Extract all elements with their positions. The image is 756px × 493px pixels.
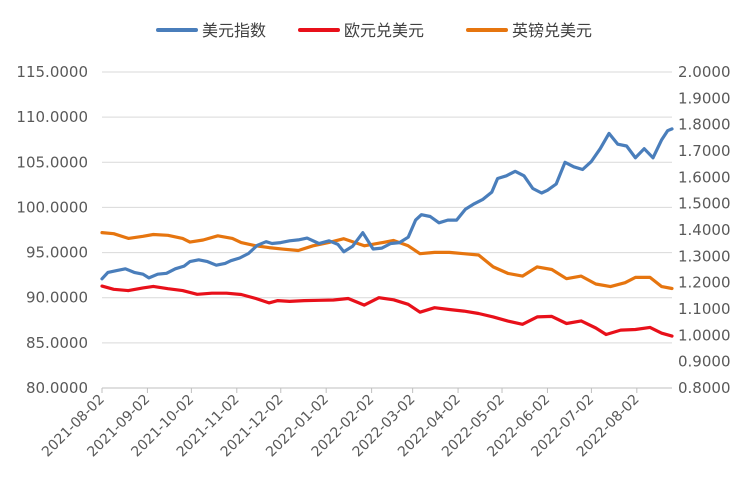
right-axis-tick-label: 1.1000: [678, 300, 731, 318]
left-axis: 80.0000 85.0000 90.0000 95.0000 100.0000 105.…: [16, 63, 88, 397]
legend: 美元指数 欧元兑美元 英镑兑美元: [156, 21, 592, 40]
right-axis-tick-label: 0.9000: [678, 353, 731, 371]
left-axis-tick-label: 85.0000: [26, 334, 88, 352]
series-layer: [100, 127, 674, 338]
left-axis-tick-label: 110.0000: [16, 108, 88, 126]
right-axis-tick-label: 1.5000: [678, 195, 731, 213]
right-axis-tick-label: 2.0000: [678, 63, 731, 81]
series-line-eurusd: [100, 284, 674, 338]
left-axis-tick-label: 105.0000: [16, 153, 88, 171]
legend-label-gbpusd: 英镑兑美元: [512, 21, 592, 40]
right-axis-tick-label: 1.6000: [678, 168, 731, 186]
right-axis-tick-label: 1.2000: [678, 274, 731, 292]
right-axis-tick-label: 0.8000: [678, 379, 731, 397]
legend-item-gbpusd[interactable]: 英镑兑美元: [466, 21, 592, 40]
x-axis: 2021-08-022021-09-022021-10-022021-11-02…: [39, 387, 672, 460]
legend-item-eurusd[interactable]: 欧元兑美元: [298, 21, 424, 40]
right-axis-tick-label: 1.9000: [678, 89, 731, 107]
right-axis-tick-label: 1.3000: [678, 247, 731, 265]
series-line-dxy: [100, 127, 674, 281]
legend-item-dxy[interactable]: 美元指数: [156, 21, 266, 40]
left-axis-tick-label: 100.0000: [16, 198, 88, 216]
left-axis-tick-label: 95.0000: [26, 244, 88, 262]
left-axis-tick-label: 80.0000: [26, 379, 88, 397]
gridlines: [102, 71, 672, 389]
left-axis-tick-label: 115.0000: [16, 63, 88, 81]
legend-label-eurusd: 欧元兑美元: [344, 21, 424, 40]
legend-label-dxy: 美元指数: [202, 21, 266, 40]
right-axis: 0.8000 0.9000 1.0000 1.1000 1.2000 1.3000 1.40…: [678, 63, 731, 397]
left-axis-tick-label: 90.0000: [26, 289, 88, 307]
series-line-gbpusd: [100, 231, 674, 291]
right-axis-tick-label: 1.4000: [678, 221, 731, 239]
right-axis-tick-label: 1.7000: [678, 142, 731, 160]
right-axis-tick-label: 1.8000: [678, 116, 731, 134]
right-axis-tick-label: 1.0000: [678, 326, 731, 344]
